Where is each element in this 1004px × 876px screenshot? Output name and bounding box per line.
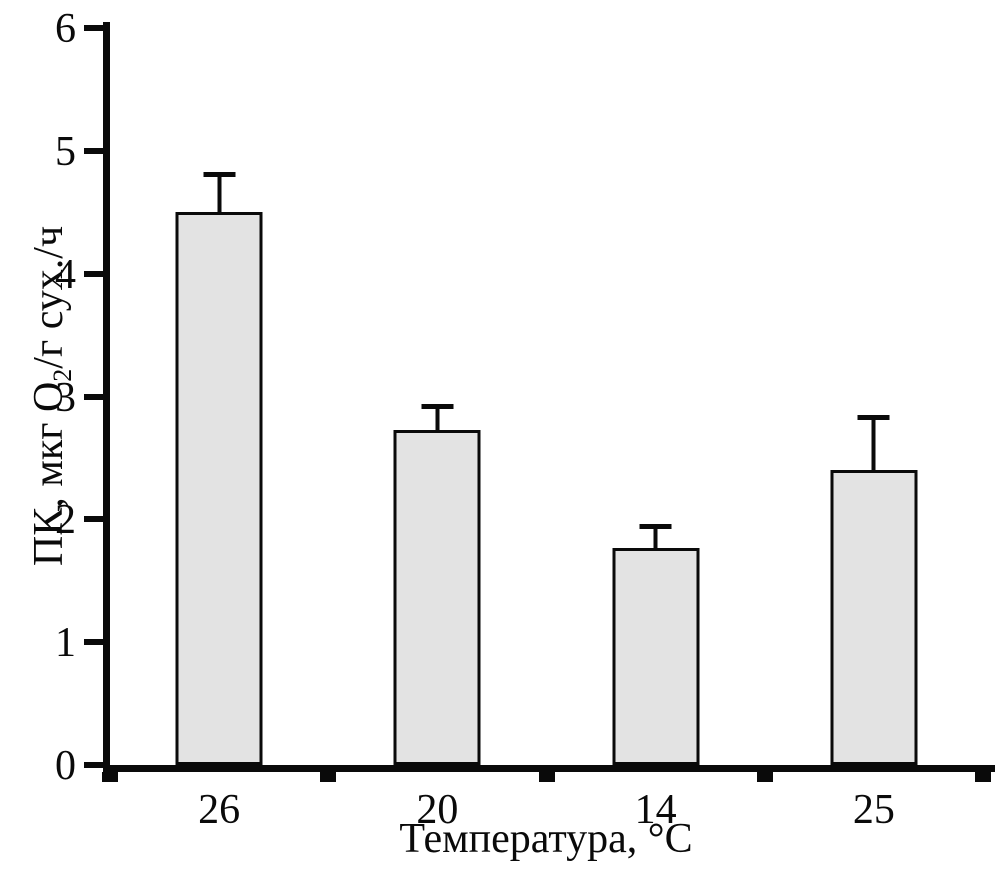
error-bar-stem (421, 404, 454, 433)
error-bar-cap (857, 415, 890, 421)
x-tick-label: 14 (634, 787, 677, 833)
bar (612, 523, 700, 765)
error-bar-stem (203, 172, 236, 216)
bar (175, 172, 263, 765)
x-tick-mark (320, 772, 337, 782)
y-tick-label: 0 (55, 742, 76, 789)
y-tick-label: 5 (55, 128, 76, 175)
y-tick-label: 4 (55, 251, 76, 298)
y-tick-label: 3 (55, 374, 76, 421)
x-axis-label: Температура, °С (399, 816, 693, 862)
y-axis-line (103, 22, 110, 772)
y-tick-mark (84, 147, 103, 154)
bar (830, 415, 918, 765)
x-tick-mark (102, 772, 118, 782)
error-bar-stem (639, 523, 672, 551)
plot-area: 0 1 2 3 4 5 6 26 20 14 25 (55, 8, 995, 831)
x-tick-mark (756, 772, 773, 782)
bar (393, 404, 481, 765)
y-tick-mark (84, 762, 103, 768)
y-tick-mark (84, 270, 103, 277)
y-tick-mark (84, 25, 103, 31)
error-bar-cap (203, 172, 236, 178)
x-tick-mark (975, 772, 991, 782)
x-axis-line (103, 765, 995, 772)
y-tick-label: 6 (55, 5, 76, 52)
y-tick-mark (84, 516, 103, 523)
error-bar-cap (639, 523, 672, 529)
x-tick-label: 26 (198, 787, 241, 833)
x-tick-label: 20 (416, 787, 459, 833)
x-tick-mark (538, 772, 555, 782)
y-tick-label: 2 (55, 497, 76, 544)
error-bar-stem (857, 415, 890, 474)
error-bar-cap (421, 404, 454, 410)
y-tick-mark (84, 393, 103, 400)
y-tick-label: 1 (55, 620, 76, 667)
x-tick-label: 25 (852, 787, 895, 833)
y-tick-mark (84, 639, 103, 646)
